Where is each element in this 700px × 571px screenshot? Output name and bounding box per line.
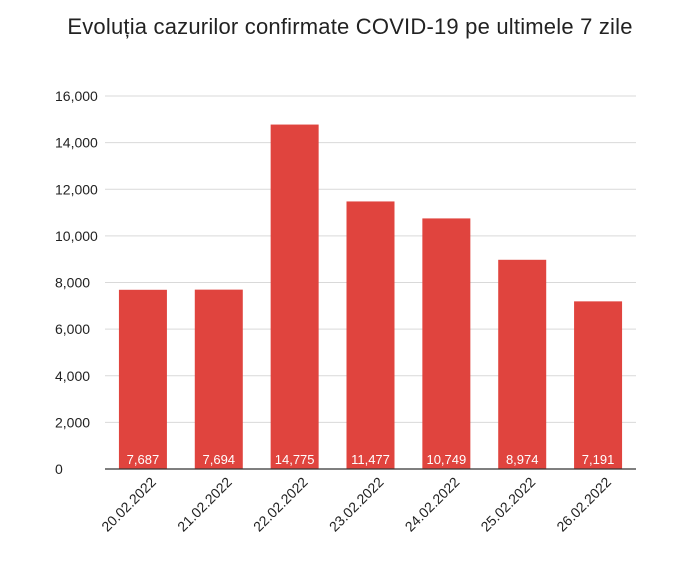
x-tick-label: 23.02.2022	[326, 474, 387, 535]
y-tick-label: 14,000	[55, 135, 98, 151]
data-label: 7,191	[582, 452, 615, 467]
bars	[118, 124, 623, 470]
bar-22.02.2022	[270, 124, 319, 470]
y-tick-label: 10,000	[55, 228, 98, 244]
data-label: 8,974	[506, 452, 539, 467]
x-tick-label: 22.02.2022	[250, 474, 311, 535]
y-tick-label: 0	[55, 461, 63, 477]
bar-24.02.2022	[422, 218, 471, 469]
y-tick-label: 6,000	[55, 321, 90, 337]
x-tick-label: 24.02.2022	[402, 474, 463, 535]
data-label: 14,775	[275, 452, 315, 467]
x-axis-ticks: 20.02.2022 21.02.2022 22.02.2022 23.02.2022…	[98, 474, 614, 535]
bar-23.02.2022	[346, 201, 395, 469]
data-label: 7,687	[127, 452, 160, 467]
y-tick-label: 16,000	[55, 88, 98, 104]
y-axis-ticks: 0 2,000 4,000 6,000 8,000 10,000 12,000 14,000 1…	[55, 88, 98, 477]
y-tick-label: 4,000	[55, 368, 90, 384]
x-tick-label: 25.02.2022	[477, 474, 538, 535]
data-labels: 7,687 7,694 14,775 11,477 10,749 8,974 7,191	[127, 452, 615, 467]
bar-21.02.2022	[194, 289, 243, 469]
data-label: 10,749	[426, 452, 466, 467]
data-label: 11,477	[351, 452, 390, 467]
chart-title: Evoluția cazurilor confirmate COVID-19 p…	[67, 14, 633, 39]
data-label: 7,694	[203, 452, 236, 467]
y-tick-label: 12,000	[55, 181, 98, 197]
bar-20.02.2022	[118, 289, 167, 469]
bar-26.02.2022	[574, 301, 623, 469]
x-tick-label: 20.02.2022	[98, 474, 159, 535]
bar-25.02.2022	[498, 259, 547, 469]
y-tick-label: 2,000	[55, 414, 90, 430]
y-tick-label: 8,000	[55, 275, 90, 291]
x-tick-label: 21.02.2022	[174, 474, 235, 535]
x-tick-label: 26.02.2022	[553, 474, 614, 535]
